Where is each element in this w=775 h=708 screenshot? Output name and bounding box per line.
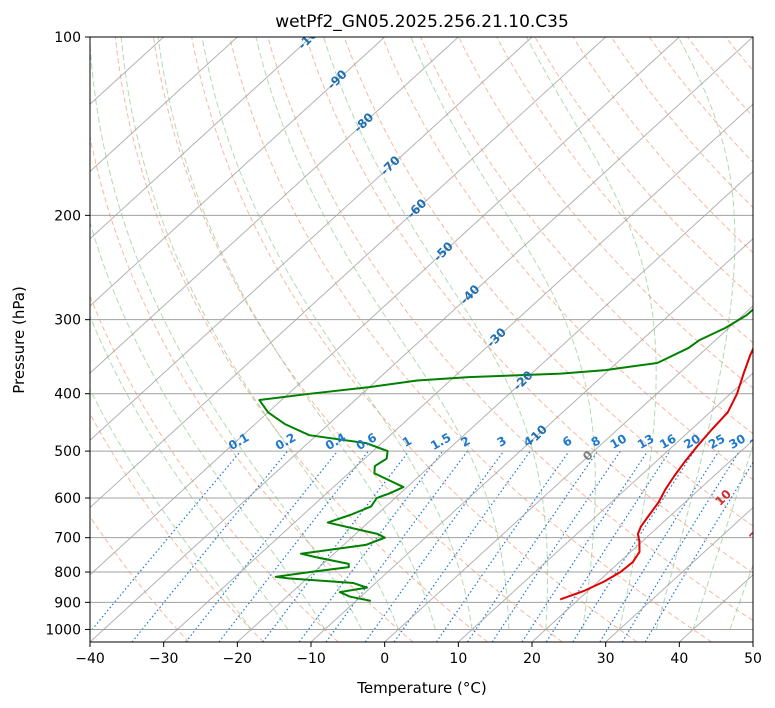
moist-adiabat-line (157, 37, 436, 630)
x-tick-label: 50 (744, 651, 762, 667)
isotherm-line (90, 37, 753, 642)
isotherm-line (90, 37, 680, 576)
moist-adiabat-line (90, 220, 326, 630)
y-axis-label: Pressure (hPa) (10, 286, 28, 394)
x-axis: −40 −30 −20 −10 0 10 20 30 40 50 (75, 642, 762, 667)
mixing-ratio-label: 36 (747, 431, 768, 451)
x-tick-label: −10 (296, 651, 326, 667)
isotherm-line (236, 170, 753, 642)
x-tick-label: 40 (670, 651, 688, 667)
mixing-ratio-line (262, 450, 410, 642)
isotherm-line (90, 37, 533, 442)
chart-title: wetPf2_GN05.2025.256.21.10.C35 (275, 12, 569, 32)
y-tick-label: 700 (54, 531, 81, 547)
moist-adiabat-line (323, 37, 549, 630)
x-tick-label: −20 (223, 651, 253, 667)
isotherm-line (90, 37, 312, 240)
moist-adiabat-line (255, 37, 510, 630)
x-tick-label: 30 (597, 651, 615, 667)
isotherm-line (310, 237, 753, 642)
mixing-ratio-line (325, 450, 469, 642)
isotherm-line (163, 103, 753, 642)
x-tick-label: 10 (449, 651, 467, 667)
mixing-ratio-line (298, 450, 444, 642)
dry-adiabat-label: 20 (746, 523, 768, 545)
dry-adiabat-line (153, 37, 563, 642)
mixing-ratio-line (131, 450, 289, 642)
isotherm-line (605, 506, 753, 642)
mixing-ratio-line (545, 450, 671, 642)
x-tick-label: 0 (380, 651, 389, 667)
isotherm-line (90, 37, 607, 509)
mixing-ratio-line (491, 450, 621, 642)
mixing-ratio-line (185, 450, 339, 642)
y-tick-label: 200 (54, 208, 81, 224)
dry-adiabat-line (90, 515, 190, 642)
mixing-ratio-line (572, 450, 695, 642)
isotherm-line (90, 37, 238, 173)
moist-adiabat-line (655, 37, 736, 630)
dry-adiabat-line (496, 37, 753, 344)
plot-frame (89, 36, 754, 643)
isotherm-line (384, 305, 753, 642)
y-tick-label: 300 (54, 313, 81, 329)
profile-series (258, 308, 753, 602)
temperature-profile-line (559, 346, 753, 601)
y-tick-label: 100 (54, 30, 81, 46)
dry-adiabat-line (90, 412, 264, 642)
moist-adiabat-line (90, 37, 363, 630)
isotherms (90, 37, 753, 642)
isotherm-line (90, 37, 386, 307)
mixing-ratio-line (90, 450, 242, 634)
x-tick-label: −30 (149, 651, 179, 667)
y-tick-label: 900 (54, 595, 81, 611)
dry-adiabat-line (114, 37, 488, 642)
moist-adiabat-line (525, 37, 657, 630)
dry-adiabat-line (305, 37, 753, 574)
isobars (90, 37, 753, 630)
x-tick-label: −40 (75, 651, 105, 667)
y-tick-label: 1000 (45, 622, 81, 638)
x-axis-label: Temperature (°C) (356, 679, 486, 697)
moist-adiabats (90, 37, 753, 630)
dry-adiabat-line (229, 37, 713, 642)
mixing-ratio-line (364, 450, 505, 642)
dry-adiabat-line (419, 37, 753, 435)
mixing-ratio-line (521, 450, 649, 642)
moist-adiabat-line (410, 37, 596, 630)
mixing-ratio-line (435, 450, 570, 642)
y-tick-label: 500 (54, 444, 81, 460)
isotherm-line (457, 372, 753, 642)
mixing-ratio-line (467, 450, 599, 642)
isotherm-line (90, 37, 459, 374)
moist-adiabat-line (120, 37, 399, 630)
y-tick-label: 600 (54, 491, 81, 507)
y-tick-label: 800 (54, 565, 81, 581)
moist-adiabat-line (90, 388, 252, 630)
x-tick-label: 20 (523, 651, 541, 667)
moist-adiabat-line (90, 314, 289, 630)
isotherm-line (531, 439, 753, 642)
plot-area: 0.10.20.40.611.52346810131620253036-100-… (90, 37, 768, 642)
y-axis: 100 200 300 400 500 600 700 800 900 1000 (45, 30, 90, 638)
dry-adiabat-line (343, 37, 753, 527)
dewpoint-profile-line (258, 308, 753, 602)
y-tick-label: 400 (54, 387, 81, 403)
dry-adiabat-line (191, 37, 638, 642)
mixing-ratio-line (621, 450, 740, 642)
